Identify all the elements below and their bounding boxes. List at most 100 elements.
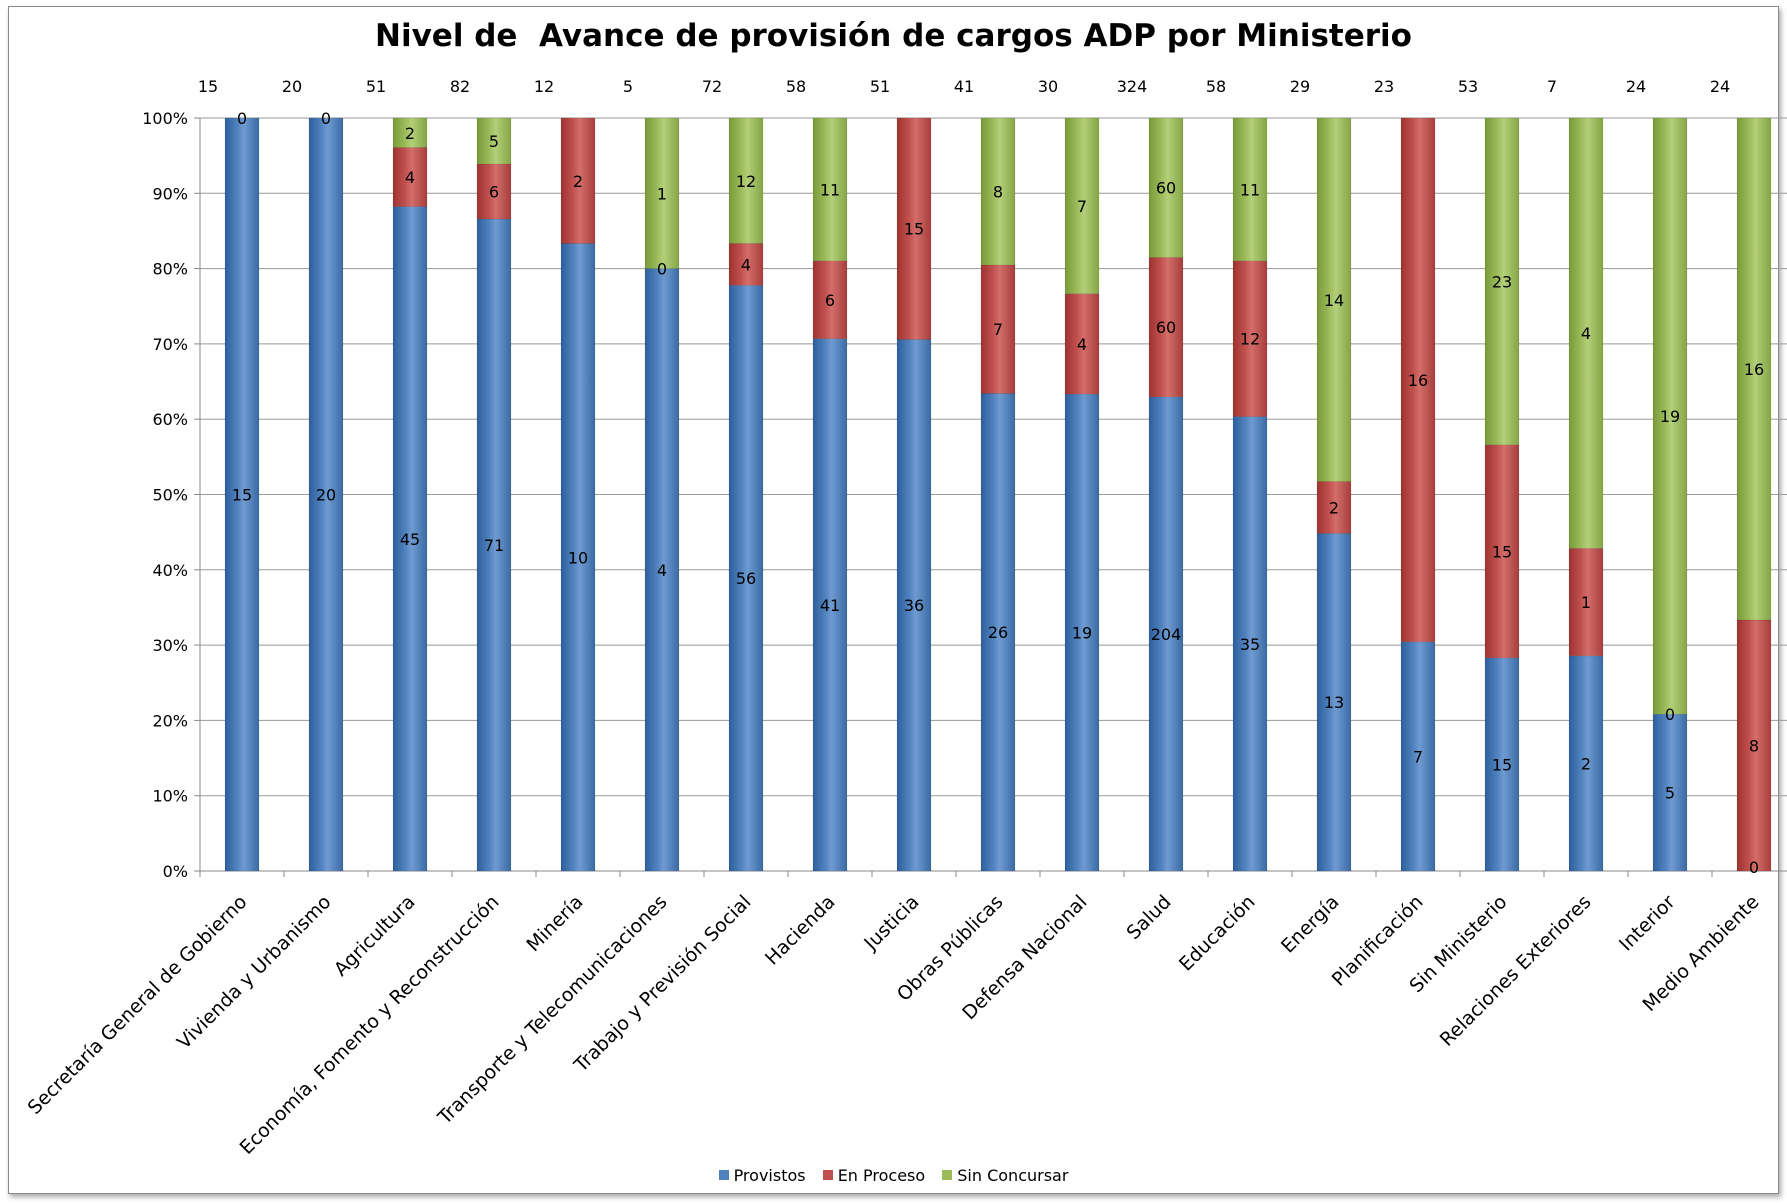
- data-label: 15: [1492, 542, 1512, 561]
- y-tick-label: 0%: [163, 862, 188, 881]
- bar-segment-en-proceso: [476, 163, 512, 220]
- category-label: Salud: [1122, 891, 1175, 944]
- data-label: 26: [988, 623, 1008, 642]
- bar-segment-provistos: [1232, 416, 1268, 872]
- data-label: 13: [1324, 693, 1344, 712]
- legend-item-en-proceso: En Proceso: [822, 1165, 926, 1185]
- bar-segment-provistos: [812, 338, 848, 872]
- bar-segment-sin-concursar: [1484, 117, 1520, 446]
- bar-segment-provistos: [1148, 396, 1184, 872]
- bar-segment-provistos: [1316, 533, 1352, 872]
- bar-segment-provistos: [644, 268, 680, 872]
- data-label: 6: [489, 182, 499, 201]
- data-label: 0: [657, 260, 667, 279]
- bar-segment-en-proceso: [980, 264, 1016, 394]
- data-label: 2: [405, 124, 415, 143]
- data-label: 12: [1240, 330, 1260, 349]
- data-label: 19: [1072, 624, 1092, 643]
- y-tick-label: 30%: [152, 636, 188, 655]
- total-label: 51: [870, 77, 890, 96]
- total-label: 53: [1458, 77, 1478, 96]
- legend-label-provistos: Provistos: [733, 1165, 806, 1185]
- category-label: Minería: [522, 891, 587, 956]
- data-label: 4: [405, 168, 415, 187]
- total-label: 30: [1038, 77, 1058, 96]
- data-label: 204: [1151, 625, 1182, 644]
- bar-segment-en-proceso: [1232, 260, 1268, 417]
- legend-label-en-proceso: En Proceso: [837, 1165, 926, 1185]
- y-tick-label: 90%: [152, 184, 188, 203]
- bar-segment-sin-concursar: [980, 117, 1016, 266]
- total-label: 51: [366, 77, 386, 96]
- bar-segment-sin-concursar: [812, 117, 848, 262]
- bar-segment-sin-concursar: [1148, 117, 1184, 258]
- data-label: 4: [741, 255, 751, 274]
- bars: [224, 117, 1772, 872]
- data-label: 35: [1240, 635, 1260, 654]
- bar-segment-en-proceso: [392, 147, 428, 207]
- total-label: 24: [1710, 77, 1730, 96]
- bar-segment-en-proceso: [896, 117, 932, 340]
- legend-swatch-sin-concursar: [942, 1170, 953, 1180]
- category-label: Vivienda y Urbanismo: [173, 891, 336, 1054]
- category-label: Agricultura: [330, 891, 420, 981]
- data-label: 10: [568, 548, 588, 567]
- category-label: Interior: [1615, 891, 1680, 956]
- category-label: Justicia: [859, 891, 923, 955]
- data-label: 1: [1581, 593, 1591, 612]
- category-label: Trabajo y Previsión Social: [569, 891, 755, 1077]
- data-label: 4: [657, 561, 667, 580]
- data-label: 11: [820, 180, 840, 199]
- data-label: 7: [993, 320, 1003, 339]
- y-tick-label: 100%: [142, 109, 188, 128]
- data-label: 45: [400, 530, 420, 549]
- legend-item-sin-concursar: Sin Concursar: [942, 1166, 1068, 1185]
- data-label: 20: [316, 486, 336, 505]
- data-label: 2: [1581, 754, 1591, 773]
- data-label: 4: [1077, 335, 1087, 354]
- data-label: 14: [1324, 291, 1344, 310]
- bar-segment-provistos: [896, 339, 932, 872]
- bar-segment-provistos: [1652, 713, 1688, 872]
- legend-swatch-en-proceso: [822, 1170, 833, 1180]
- data-label: 15: [904, 220, 924, 239]
- bar-segment-en-proceso: [1316, 481, 1352, 534]
- total-label: 20: [282, 77, 302, 96]
- data-label: 16: [1744, 360, 1764, 379]
- chart-title: Nivel de Avance de provisión de cargos A…: [375, 18, 1412, 54]
- data-label: 15: [1492, 755, 1512, 774]
- y-tick-label: 50%: [152, 486, 188, 505]
- bar-segment-provistos: [308, 117, 344, 872]
- y-tick-label: 10%: [152, 787, 188, 806]
- bar-segment-sin-concursar: [644, 117, 680, 269]
- total-label: 82: [450, 77, 470, 96]
- data-label: 6: [825, 291, 835, 310]
- data-label: 7: [1077, 197, 1087, 216]
- bar-segment-provistos: [728, 285, 764, 872]
- category-label: Relaciones Exteriores: [1436, 891, 1596, 1051]
- y-tick-label: 70%: [152, 335, 188, 354]
- bar-segment-provistos: [476, 218, 512, 872]
- data-label: 5: [489, 132, 499, 151]
- total-label: 15: [198, 77, 218, 96]
- bar-segment-en-proceso: [728, 243, 764, 286]
- bar-segment-en-proceso: [1148, 257, 1184, 398]
- data-label: 4: [1581, 324, 1591, 343]
- bar-segment-provistos: [1568, 655, 1604, 872]
- bar-segment-sin-concursar: [1568, 117, 1604, 549]
- total-label: 12: [534, 77, 554, 96]
- bar-segment-sin-concursar: [1064, 117, 1100, 294]
- legend-label-sin-concursar: Sin Concursar: [957, 1165, 1069, 1185]
- data-label: 56: [736, 569, 756, 588]
- data-label: 8: [993, 182, 1003, 201]
- data-label: 2: [1329, 498, 1339, 517]
- y-tick-label: 60%: [152, 410, 188, 429]
- total-label: 5: [623, 77, 633, 96]
- bar-segment-provistos: [1064, 393, 1100, 872]
- data-label: 15: [232, 486, 252, 505]
- total-label: 72: [702, 77, 722, 96]
- bar-segment-sin-concursar: [1316, 117, 1352, 482]
- bar-segment-sin-concursar: [1652, 117, 1688, 715]
- bar-segment-provistos: [1484, 657, 1520, 872]
